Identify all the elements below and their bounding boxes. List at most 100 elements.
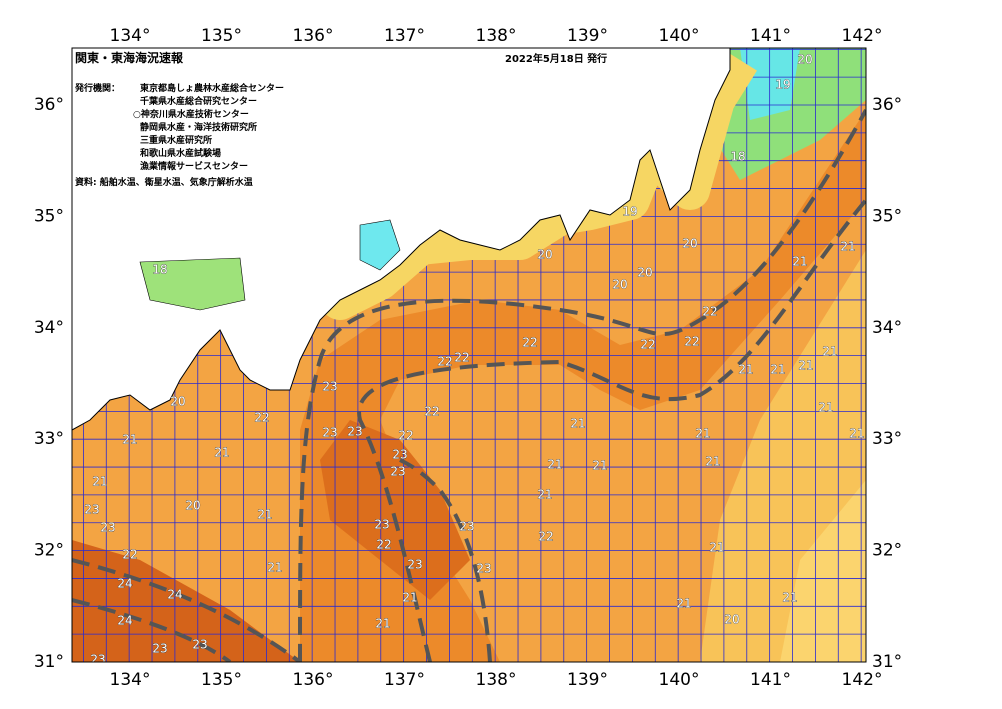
temperature-label: 21 xyxy=(822,345,837,359)
agencies-label: 発行機関： xyxy=(74,82,120,94)
temperature-label: 23 xyxy=(392,448,407,462)
lon-label-top: 142° xyxy=(842,26,883,46)
temperature-label: 19 xyxy=(622,205,637,219)
temperature-label: 22 xyxy=(376,538,391,552)
temperature-label: 21 xyxy=(92,475,107,489)
temperature-label: 23 xyxy=(374,518,389,532)
temperature-label: 23 xyxy=(100,521,115,535)
lat-label-right: 31° xyxy=(872,652,902,672)
lat-label-right: 35° xyxy=(872,206,902,226)
temperature-label: 22 xyxy=(398,429,413,443)
temperature-label: 22 xyxy=(522,336,537,350)
agency: 漁業情報サービスセンター xyxy=(140,160,248,172)
source: 資料: 船舶水温、衛星水温、気象庁解析水温 xyxy=(75,176,253,188)
temperature-label: 21 xyxy=(570,417,585,431)
lon-label-bottom: 139° xyxy=(567,670,608,690)
temperature-label: 22 xyxy=(122,548,137,562)
temperature-label: 21 xyxy=(257,508,272,522)
temperature-label: 21 xyxy=(267,561,282,575)
temperature-label: 18 xyxy=(152,263,167,277)
lon-label-bottom: 141° xyxy=(750,670,791,690)
lat-label-left: 36° xyxy=(34,95,64,115)
lon-label-top: 136° xyxy=(293,26,334,46)
lon-label-bottom: 140° xyxy=(659,670,700,690)
lon-label-bottom: 138° xyxy=(476,670,517,690)
kuroshio-axis xyxy=(72,109,866,662)
temperature-label: 22 xyxy=(702,305,717,319)
temperature-label: 24 xyxy=(117,614,132,628)
temperature-label: 21 xyxy=(818,401,833,415)
lon-label-top: 141° xyxy=(750,26,791,46)
bay xyxy=(359,219,401,271)
temperature-label: 20 xyxy=(537,248,552,262)
lat-label-right: 33° xyxy=(872,429,902,449)
lon-label-top: 134° xyxy=(110,26,151,46)
lon-label-top: 135° xyxy=(201,26,242,46)
temperature-label: 23 xyxy=(84,503,99,517)
lat-label-right: 32° xyxy=(872,541,902,561)
temperature-label: 21 xyxy=(705,455,720,469)
temperature-label: 24 xyxy=(167,588,182,602)
lat-label-left: 31° xyxy=(34,652,64,672)
temperature-label: 21 xyxy=(792,255,807,269)
lat-label-left: 35° xyxy=(34,206,64,226)
land xyxy=(72,48,731,431)
temperature-label: 23 xyxy=(347,425,362,439)
lon-label-bottom: 134° xyxy=(110,670,151,690)
temperature-label: 23 xyxy=(90,653,105,667)
temperature-label: 22 xyxy=(254,411,269,425)
temperature-label: 23 xyxy=(322,426,337,440)
agency: 静岡県水産・海洋技術研究所 xyxy=(140,121,257,133)
temperature-label: 20 xyxy=(170,395,185,409)
kuroshio-zone xyxy=(300,110,866,662)
temperature-label: 23 xyxy=(407,558,422,572)
temperature-label: 21 xyxy=(122,433,137,447)
temperature-label: 21 xyxy=(537,488,552,502)
temperature-label: 21 xyxy=(214,446,229,460)
title: 関東・東海海況速報 xyxy=(75,50,184,65)
temperature-label: 20 xyxy=(185,499,200,513)
lat-label-left: 33° xyxy=(34,429,64,449)
agency: 東京都島しょ農林水産総合センター xyxy=(140,82,284,94)
lon-label-top: 140° xyxy=(659,26,700,46)
temperature-label: 21 xyxy=(849,427,864,441)
temperature-label: 20 xyxy=(637,266,652,280)
temperature-label: 23 xyxy=(152,642,167,656)
temperature-label: 22 xyxy=(454,351,469,365)
temperature-label: 20 xyxy=(682,237,697,251)
temperature-label: 21 xyxy=(782,591,797,605)
temperature-label: 21 xyxy=(798,359,813,373)
lon-label-top: 138° xyxy=(476,26,517,46)
lon-label-top: 139° xyxy=(567,26,608,46)
lon-label-top: 137° xyxy=(384,26,425,46)
temperature-label: 21 xyxy=(547,458,562,472)
inland-sea xyxy=(139,257,246,311)
temperature-label: 21 xyxy=(695,427,710,441)
agency: 和歌山県水産試験場 xyxy=(139,147,221,159)
temperature-label: 23 xyxy=(476,562,491,576)
agency: 三重県水産研究所 xyxy=(140,134,212,146)
temperature-label: 21 xyxy=(840,240,855,254)
temperature-label: 18 xyxy=(730,150,745,164)
temperature-label: 21 xyxy=(676,597,691,611)
temperature-label: 22 xyxy=(424,405,439,419)
temperature-label: 23 xyxy=(390,465,405,479)
agency: 千葉県水産総合研究センター xyxy=(140,95,257,107)
temperature-label: 23 xyxy=(322,380,337,394)
temperature-label: 22 xyxy=(437,355,452,369)
frame xyxy=(71,47,867,663)
temperature-label: 22 xyxy=(538,530,553,544)
temperature-label: 23 xyxy=(192,638,207,652)
lon-label-bottom: 136° xyxy=(293,670,334,690)
agency: ○神奈川県水産技術センター xyxy=(133,108,249,120)
cool-zone xyxy=(780,480,866,662)
lon-label-bottom: 135° xyxy=(201,670,242,690)
temperature-label: 24 xyxy=(117,577,132,591)
lon-label-bottom: 137° xyxy=(384,670,425,690)
temperature-label: 21 xyxy=(375,617,390,631)
temperature-label: 21 xyxy=(402,591,417,605)
lat-label-left: 34° xyxy=(34,318,64,338)
temperature-label: 19 xyxy=(775,78,790,92)
